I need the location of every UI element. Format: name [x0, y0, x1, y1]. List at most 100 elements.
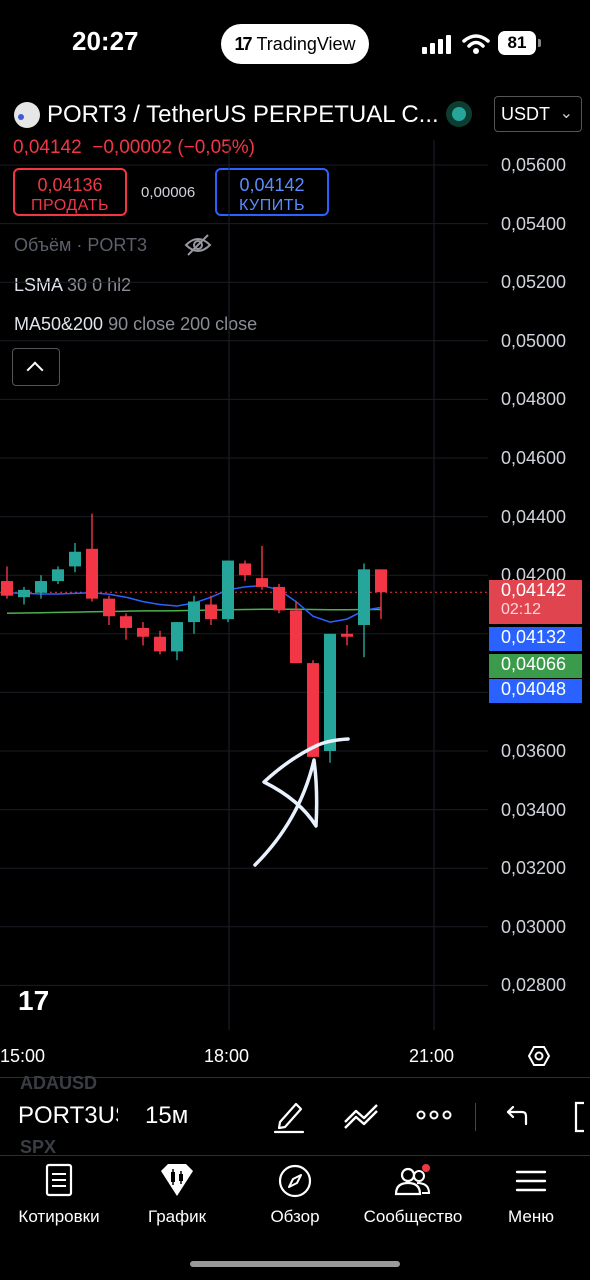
price-tick: 0,05200 [501, 272, 567, 293]
buy-price: 0,04142 [239, 175, 305, 195]
indicator-name: LSMA [14, 275, 63, 295]
indicator-params: 30 0 hl2 [67, 275, 132, 295]
price-tick: 0,02800 [501, 975, 567, 996]
candle [341, 625, 353, 646]
candle-body [69, 551, 81, 567]
candles-gem-icon [161, 1164, 193, 1196]
candle-body [358, 569, 370, 626]
price-tick: 0,04400 [501, 506, 567, 527]
ma-price-label-3: 0,04048 [489, 679, 582, 703]
nav-label: Сообщество [363, 1207, 463, 1226]
ticker-scroll-prev[interactable]: ADAUSD [20, 1073, 98, 1093]
toolbar-separator [475, 1103, 476, 1131]
undo-icon[interactable] [504, 1104, 530, 1128]
price-tick: 0,03200 [501, 858, 567, 879]
tradingview-logo-icon: 17 [234, 33, 252, 54]
price-tick: 0,03000 [501, 916, 567, 937]
change-pct: (−0,05%) [177, 137, 255, 158]
ticker-scroll-next[interactable]: SPX [20, 1137, 57, 1157]
candles [1, 513, 387, 763]
time-tick: 21:00 [409, 1046, 455, 1066]
ticker-selector[interactable]: PORT3USDT [18, 1102, 118, 1129]
price-tick: 0,05600 [501, 155, 567, 175]
nav-overview[interactable]: Обзор [236, 1163, 354, 1227]
tradingview-watermark-icon: 17 [18, 985, 49, 1016]
sell-button[interactable]: 0,04136 ПРОДАТЬ [13, 168, 127, 216]
candle-body [18, 589, 30, 598]
current-price-value: 0,04142 [501, 580, 567, 600]
candle [69, 542, 81, 573]
indicator-params: 90 close 200 close [108, 314, 258, 334]
sell-price: 0,04136 [37, 175, 103, 195]
user-drawing [253, 737, 350, 867]
interval-selector[interactable]: 15м [145, 1102, 189, 1129]
status-time: 20:27 [72, 26, 139, 56]
candle [205, 595, 217, 626]
currency-select[interactable]: USDT ⌄ [494, 96, 582, 132]
pencil-icon[interactable] [272, 1098, 306, 1134]
candle [103, 595, 115, 626]
list-icon [45, 1163, 73, 1197]
home-indicator[interactable] [190, 1261, 400, 1267]
candle [375, 569, 387, 620]
indicator-ma[interactable]: MA50&200 90 close 200 close [14, 314, 257, 335]
candle-body [256, 578, 268, 587]
buy-button[interactable]: 0,04142 КУПИТЬ [215, 168, 329, 216]
divider [0, 1077, 590, 1078]
candle-body [103, 598, 115, 617]
freehand-drawing [253, 737, 350, 867]
wifi-icon [462, 34, 490, 54]
price-tick: 0,05000 [501, 330, 567, 351]
candle [86, 513, 98, 602]
candle [290, 601, 302, 664]
candle-body [341, 633, 353, 637]
fullscreen-icon[interactable] [570, 1100, 590, 1134]
chart-type-icon[interactable] [342, 1100, 380, 1130]
ma-price-label-1: 0,04132 [489, 627, 582, 651]
candle-body [86, 548, 98, 599]
menu-icon [515, 1170, 547, 1192]
more-icon[interactable] [416, 1109, 452, 1121]
compass-icon [278, 1164, 312, 1198]
candle [35, 575, 47, 599]
tradingview-pill-label: TradingView [256, 33, 356, 54]
price-tick: 0,03600 [501, 741, 567, 761]
nav-label: Котировки [18, 1207, 100, 1226]
candle-body [188, 601, 200, 623]
candle-body [273, 586, 285, 611]
candle [120, 613, 132, 640]
eye-hidden-icon[interactable] [184, 233, 212, 257]
battery-icon: 81 [498, 31, 536, 55]
tradingview-pill[interactable]: 17 TradingView [221, 24, 369, 64]
symbol-title[interactable]: PORT3 / TetherUS PERPETUAL C... [47, 101, 439, 128]
nav-label: Меню [508, 1207, 554, 1226]
candle-body [154, 636, 166, 652]
candle-body [205, 604, 217, 620]
nav-menu[interactable]: Меню [472, 1163, 590, 1227]
candle-body [1, 581, 13, 596]
collapse-legend-button[interactable] [12, 348, 60, 386]
candle-body [120, 616, 132, 628]
currency-value: USDT [501, 104, 550, 124]
chevron-down-icon: ⌄ [559, 105, 573, 122]
notification-dot [422, 1164, 430, 1172]
indicator-volume[interactable]: Объём · PORT3 [14, 235, 147, 256]
gear-icon[interactable] [528, 1045, 550, 1067]
price-tick: 0,05400 [501, 213, 567, 234]
price-tick: 0,04800 [501, 389, 567, 410]
candle-body [171, 622, 183, 652]
candle [137, 622, 149, 646]
indicator-params: · PORT3 [76, 235, 148, 255]
candle [256, 545, 268, 590]
nav-community[interactable]: Сообщество [354, 1163, 472, 1227]
buy-label: КУПИТЬ [239, 197, 305, 214]
change-abs: −0,00002 [92, 137, 173, 158]
current-price-label: 0,04142 02:12 [489, 580, 582, 624]
nav-chart[interactable]: График [118, 1163, 236, 1227]
indicator-lsma[interactable]: LSMA 30 0 hl2 [14, 275, 131, 296]
candle-body [307, 663, 319, 757]
price-chart[interactable]: 17 [0, 140, 488, 1030]
candle-body [137, 627, 149, 637]
nav-quotes[interactable]: Котировки [0, 1163, 118, 1227]
symbol-logo-icon [14, 102, 40, 128]
